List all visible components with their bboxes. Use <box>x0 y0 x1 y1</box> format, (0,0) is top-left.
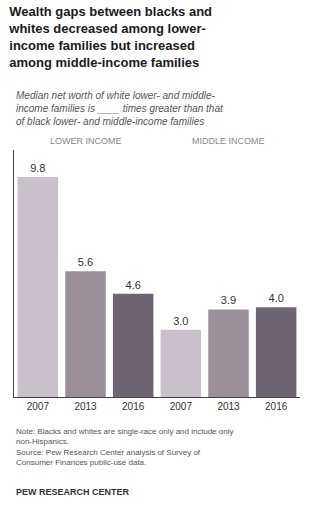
svg-text:4.6: 4.6 <box>126 279 141 291</box>
svg-text:LOWER INCOME: LOWER INCOME <box>50 136 122 146</box>
svg-text:Note: Blacks and whites are si: Note: Blacks and whites are single-race … <box>16 427 233 467</box>
svg-text:3.9: 3.9 <box>221 294 236 306</box>
svg-text:2013: 2013 <box>74 401 97 412</box>
svg-text:MIDDLE INCOME: MIDDLE INCOME <box>192 136 265 146</box>
svg-text:5.6: 5.6 <box>78 256 93 268</box>
svg-text:4.0: 4.0 <box>269 292 284 304</box>
svg-text:Wealth gaps between blacks and: Wealth gaps between blacks andwhites dec… <box>8 4 212 70</box>
svg-text:PEW RESEARCH CENTER: PEW RESEARCH CENTER <box>16 487 130 497</box>
svg-text:9.8: 9.8 <box>30 162 45 174</box>
svg-text:2016: 2016 <box>122 401 145 412</box>
svg-text:2007: 2007 <box>170 401 193 412</box>
svg-text:2013: 2013 <box>217 401 240 412</box>
svg-text:3.0: 3.0 <box>173 315 188 327</box>
svg-text:2007: 2007 <box>27 401 50 412</box>
svg-text:Median net worth of white lowe: Median net worth of white lower- and mid… <box>16 90 224 127</box>
svg-text:2016: 2016 <box>265 401 288 412</box>
